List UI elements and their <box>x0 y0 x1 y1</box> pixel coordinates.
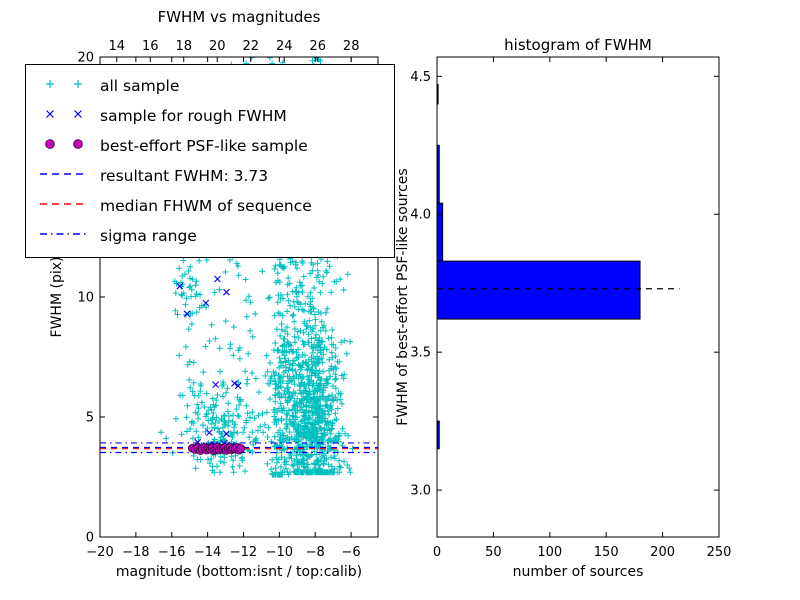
left-ytick-label: 5 <box>86 411 94 426</box>
legend-label-2: best-effort PSF-like sample <box>100 137 308 155</box>
psf-point <box>236 444 246 453</box>
right-ytick-label: 3.0 <box>410 484 431 499</box>
left-xtick-label: −14 <box>194 545 221 560</box>
psf-sample-points <box>188 442 246 455</box>
dashed-line-icon <box>38 195 90 217</box>
legend-label-3: resultant FWHM: 3.73 <box>100 167 269 185</box>
left-ytick-label: 10 <box>77 291 94 306</box>
right-xtick-label: 50 <box>485 545 502 560</box>
circle-marker-icon <box>38 135 90 157</box>
axis-ticks <box>99 56 720 538</box>
left-plot-title: FWHM vs magnitudes <box>157 8 321 26</box>
legend-item-5: sigma range <box>38 221 382 251</box>
left-xtick-label: −18 <box>122 545 149 560</box>
legend: all sample sample for rough FWHM best-effo… <box>25 64 395 258</box>
hist-bar <box>436 260 641 320</box>
legend-item-0: all sample <box>38 71 382 101</box>
rough-fwhm-points <box>176 275 244 452</box>
right-ytick-label: 4.5 <box>410 70 431 85</box>
right-xtick-label: 0 <box>433 545 441 560</box>
top-xtick-label: 14 <box>108 39 125 54</box>
right-ytick-label: 4.0 <box>410 208 431 223</box>
right-axes-box <box>436 56 720 538</box>
histogram-plot-area <box>436 84 680 450</box>
top-xtick-label: 24 <box>276 39 293 54</box>
right-xtick-label: 150 <box>594 545 619 560</box>
dashed-line-icon <box>38 165 90 187</box>
top-xtick-label: 18 <box>175 39 192 54</box>
left-xtick-label: −20 <box>86 545 113 560</box>
left-xtick-label: −10 <box>266 545 293 560</box>
left-xtick-label: −6 <box>342 545 361 560</box>
dashdot-line-icon <box>38 225 90 247</box>
legend-item-1: sample for rough FWHM <box>38 101 382 131</box>
right-xtick-label: 200 <box>650 545 675 560</box>
legend-label-4: median FHWM of sequence <box>100 197 312 215</box>
legend-label-1: sample for rough FWHM <box>100 107 287 125</box>
top-xtick-label: 28 <box>343 39 360 54</box>
left-plot-xlabel: magnitude (bottom:isnt / top:calib) <box>115 564 363 580</box>
top-xtick-label: 16 <box>142 39 159 54</box>
hist-bar <box>436 202 444 262</box>
x-marker-icon <box>38 105 90 127</box>
right-plot-ylabel: FWHM of best-effort PSF-like sources <box>395 168 411 426</box>
right-xtick-label: 100 <box>537 545 562 560</box>
legend-label-5: sigma range <box>100 227 197 245</box>
all-sample-points <box>158 57 369 478</box>
top-xtick-label: 26 <box>309 39 326 54</box>
legend-item-2: best-effort PSF-like sample <box>38 131 382 161</box>
left-plot-ylabel: FWHM (pix) <box>49 256 65 338</box>
top-xtick-label: 20 <box>209 39 226 54</box>
legend-item-3: resultant FWHM: 3.73 <box>38 161 382 191</box>
top-xtick-label: 22 <box>242 39 259 54</box>
left-xtick-label: −8 <box>306 545 325 560</box>
right-plot-title: histogram of FWHM <box>504 36 652 54</box>
legend-item-4: median FHWM of sequence <box>38 191 382 221</box>
plus-marker-icon <box>38 75 90 97</box>
right-plot-xlabel: number of sources <box>512 564 644 580</box>
left-xtick-label: −12 <box>230 545 257 560</box>
legend-label-0: all sample <box>100 77 180 95</box>
left-xtick-label: −16 <box>158 545 185 560</box>
right-ytick-label: 3.5 <box>410 346 431 361</box>
right-xtick-label: 250 <box>707 545 732 560</box>
left-ytick-label: 20 <box>77 51 94 66</box>
scatter-plot-area <box>100 57 378 478</box>
left-ytick-label: 0 <box>86 531 94 546</box>
